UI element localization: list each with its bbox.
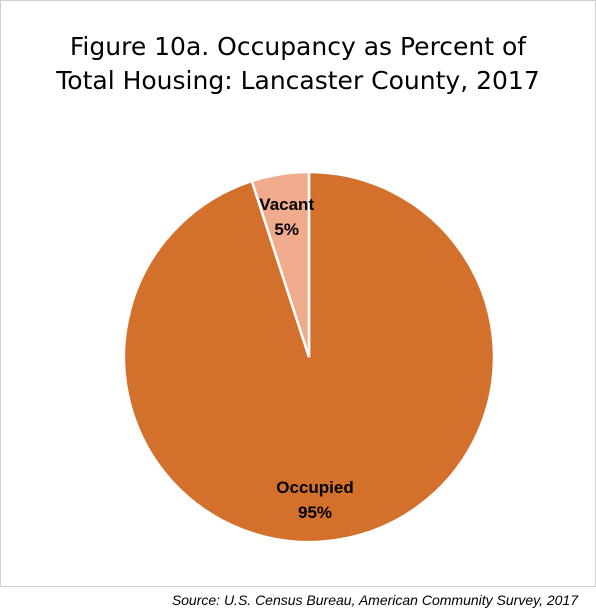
slice-value-label: 5% bbox=[274, 220, 299, 239]
chart-title: Figure 10a. Occupancy as Percent of Tota… bbox=[56, 32, 540, 95]
slice-category-label: Vacant bbox=[259, 195, 314, 214]
pie-slice bbox=[250, 170, 311, 358]
slice-category-label: Occupied bbox=[276, 478, 353, 497]
source-note: Source: U.S. Census Bureau, American Com… bbox=[171, 592, 578, 608]
slice-value-label: 95% bbox=[298, 503, 332, 522]
